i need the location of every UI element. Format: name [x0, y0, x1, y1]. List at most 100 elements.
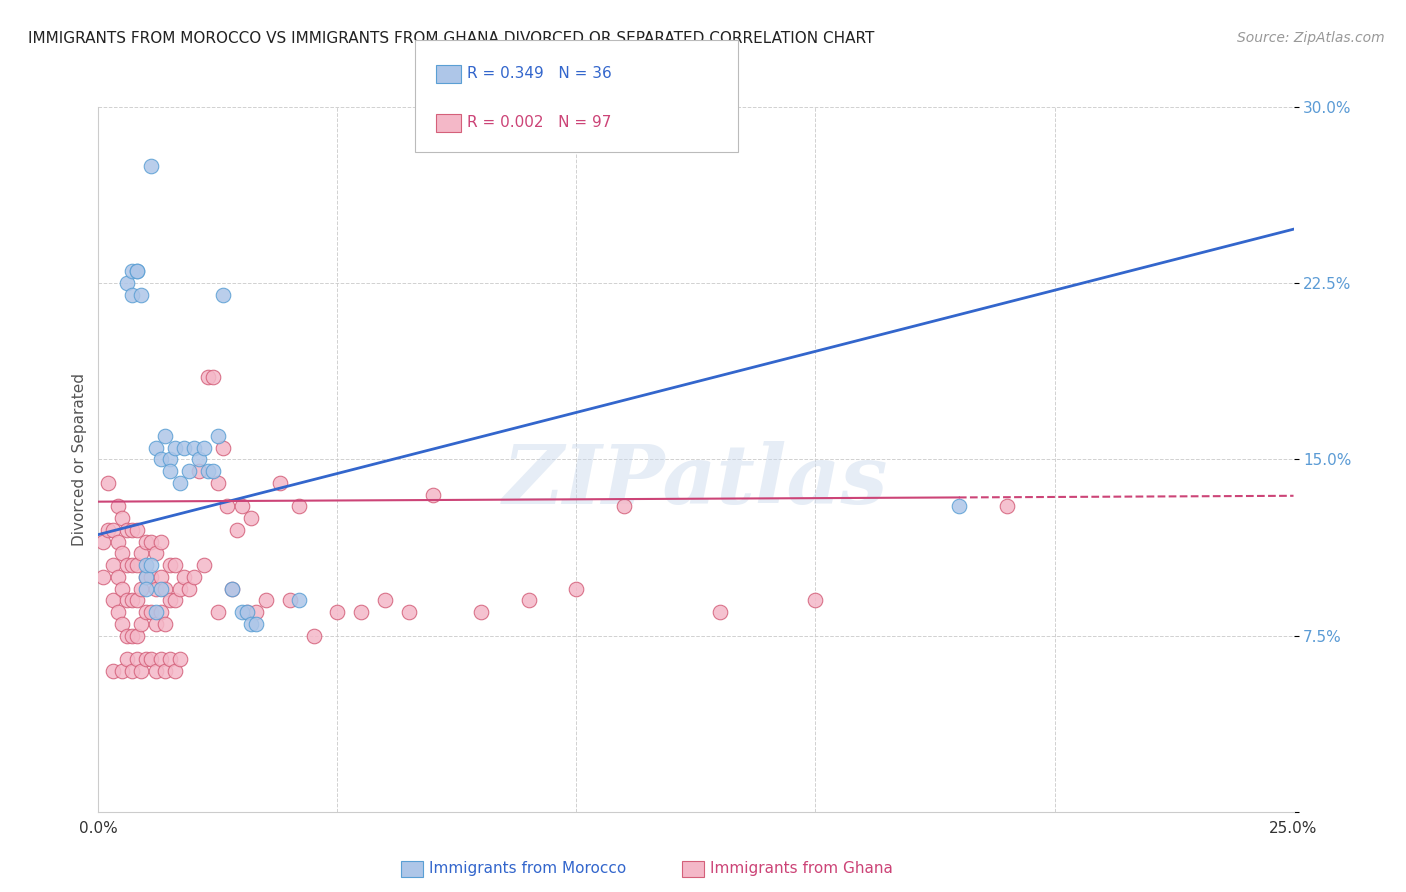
Point: [97, 523, 120, 537]
Point: [107, 605, 129, 619]
Point: [240, 616, 263, 631]
Text: R = 0.349   N = 36: R = 0.349 N = 36: [467, 66, 612, 81]
Point: [139, 605, 162, 619]
Point: [111, 582, 134, 596]
Point: [121, 264, 143, 278]
Point: [139, 159, 162, 173]
Point: [139, 534, 162, 549]
Point: [101, 523, 124, 537]
Point: [125, 264, 148, 278]
Point: [135, 534, 157, 549]
Point: [155, 616, 177, 631]
Point: [221, 582, 243, 596]
Point: [149, 534, 172, 549]
Point: [149, 452, 172, 467]
Point: [135, 570, 157, 584]
Point: [149, 605, 172, 619]
Point: [115, 652, 138, 666]
Text: Immigrants from Morocco: Immigrants from Morocco: [429, 862, 626, 876]
Point: [187, 452, 209, 467]
Point: [121, 628, 143, 642]
Point: [235, 605, 257, 619]
Point: [245, 616, 267, 631]
Point: [135, 582, 157, 596]
Point: [804, 593, 827, 607]
Point: [159, 464, 181, 478]
Point: [193, 558, 215, 573]
Text: ZIPatlas: ZIPatlas: [503, 441, 889, 521]
Point: [169, 652, 191, 666]
Point: [115, 558, 138, 573]
Point: [101, 664, 124, 678]
Point: [173, 570, 195, 584]
Text: Immigrants from Ghana: Immigrants from Ghana: [710, 862, 893, 876]
Point: [115, 523, 138, 537]
Point: [131, 616, 153, 631]
Point: [121, 664, 143, 678]
Point: [139, 652, 162, 666]
Point: [163, 558, 186, 573]
Point: [613, 500, 636, 514]
Point: [193, 441, 215, 455]
Point: [111, 546, 134, 560]
Point: [187, 464, 209, 478]
Point: [115, 276, 138, 290]
Point: [149, 582, 172, 596]
Text: IMMIGRANTS FROM MOROCCO VS IMMIGRANTS FROM GHANA DIVORCED OR SEPARATED CORRELATI: IMMIGRANTS FROM MOROCCO VS IMMIGRANTS FR…: [28, 31, 875, 46]
Point: [202, 464, 225, 478]
Point: [422, 487, 444, 501]
Point: [131, 582, 153, 596]
Point: [197, 370, 219, 384]
Point: [125, 523, 148, 537]
Point: [565, 582, 588, 596]
Point: [159, 593, 181, 607]
Point: [149, 570, 172, 584]
Point: [163, 593, 186, 607]
Point: [278, 593, 301, 607]
Point: [169, 475, 191, 490]
Point: [374, 593, 396, 607]
Point: [125, 652, 148, 666]
Point: [221, 582, 243, 596]
Point: [115, 628, 138, 642]
Point: [235, 605, 257, 619]
Point: [326, 605, 349, 619]
Point: [135, 570, 157, 584]
Point: [207, 605, 229, 619]
Point: [709, 605, 731, 619]
Point: [131, 546, 153, 560]
Point: [125, 628, 148, 642]
Point: [217, 500, 239, 514]
Point: [470, 605, 492, 619]
Point: [145, 441, 167, 455]
Point: [269, 475, 291, 490]
Point: [145, 616, 167, 631]
Point: [163, 441, 186, 455]
Point: [179, 582, 201, 596]
Point: [995, 500, 1018, 514]
Point: [145, 582, 167, 596]
Point: [145, 664, 167, 678]
Point: [288, 593, 311, 607]
Point: [155, 664, 177, 678]
Point: [121, 558, 143, 573]
Point: [207, 429, 229, 443]
Point: [163, 664, 186, 678]
Point: [139, 558, 162, 573]
Point: [398, 605, 420, 619]
Point: [211, 288, 233, 302]
Point: [240, 511, 263, 525]
Point: [245, 605, 267, 619]
Point: [288, 500, 311, 514]
Y-axis label: Divorced or Separated: Divorced or Separated: [72, 373, 87, 546]
Point: [111, 616, 134, 631]
Point: [131, 288, 153, 302]
Point: [101, 558, 124, 573]
Point: [131, 664, 153, 678]
Point: [302, 628, 325, 642]
Point: [107, 500, 129, 514]
Point: [139, 570, 162, 584]
Point: [202, 370, 225, 384]
Point: [125, 264, 148, 278]
Point: [121, 523, 143, 537]
